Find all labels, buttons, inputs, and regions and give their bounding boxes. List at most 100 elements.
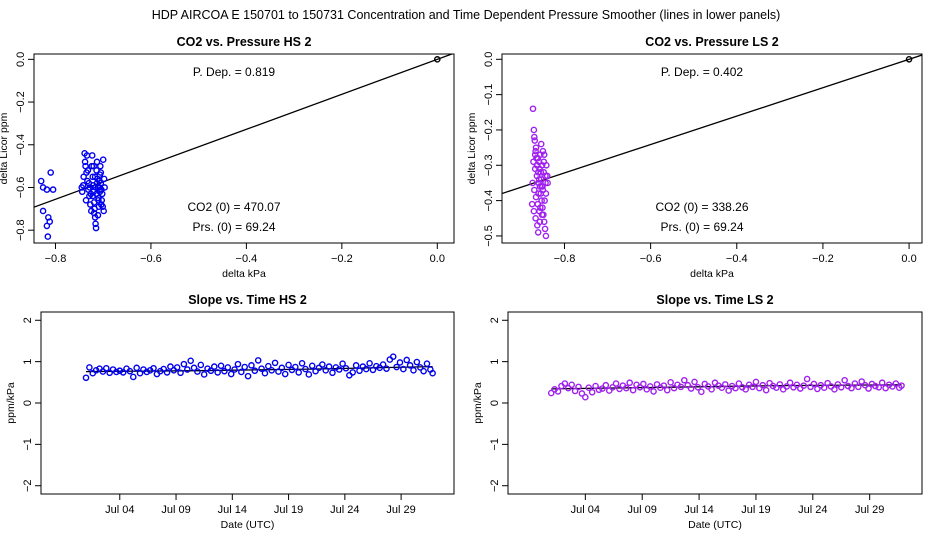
y-tick-label: 0 xyxy=(22,400,34,406)
data-point xyxy=(531,186,538,194)
plot-area xyxy=(547,375,905,401)
y-tick-label: −0.6 xyxy=(15,177,27,199)
y-axis-label: delta Licor ppm xyxy=(0,112,10,184)
data-point xyxy=(234,360,242,368)
data-point xyxy=(622,384,630,392)
data-point xyxy=(224,364,232,371)
data-point xyxy=(163,369,171,376)
data-point xyxy=(670,384,678,392)
data-point xyxy=(190,364,198,372)
data-point xyxy=(298,359,306,367)
data-point xyxy=(814,385,821,393)
data-point xyxy=(322,367,330,374)
data-point xyxy=(831,386,838,393)
data-point xyxy=(732,384,739,392)
data-point xyxy=(698,388,705,396)
data-point xyxy=(295,369,303,376)
data-point xyxy=(848,384,855,392)
data-point xyxy=(773,384,780,391)
x-tick-label: −0.6 xyxy=(640,253,662,265)
data-point xyxy=(538,183,545,190)
y-tick-label: −0.8 xyxy=(15,219,27,241)
data-point xyxy=(97,179,105,187)
x-axis-label: delta kPa xyxy=(690,268,734,280)
data-point xyxy=(268,367,275,374)
data-point xyxy=(379,361,387,368)
data-point xyxy=(571,387,579,395)
data-point xyxy=(43,186,51,193)
data-point xyxy=(339,360,346,368)
origin-point xyxy=(433,56,441,63)
data-point xyxy=(396,359,404,366)
data-point xyxy=(742,386,750,393)
data-point xyxy=(725,387,732,394)
data-point xyxy=(325,363,333,370)
data-point xyxy=(531,137,539,144)
data-point xyxy=(302,365,309,373)
data-point xyxy=(892,380,900,387)
data-point xyxy=(400,365,407,373)
data-point xyxy=(315,364,323,372)
data-point xyxy=(95,196,102,204)
y-tick-label: 1 xyxy=(489,359,501,365)
data-point xyxy=(150,364,157,372)
x-tick-label: Jul 04 xyxy=(571,504,600,516)
data-point xyxy=(278,364,286,372)
data-point xyxy=(82,374,90,382)
data-point xyxy=(389,353,397,360)
data-point xyxy=(592,382,599,390)
data-point xyxy=(708,386,715,393)
data-point xyxy=(626,379,633,387)
data-point xyxy=(238,368,245,376)
data-point xyxy=(528,200,536,208)
data-point xyxy=(865,385,872,392)
data-point xyxy=(629,386,637,394)
panel-ls-pressure: CO2 vs. Pressure LS 2 −0.8 −0.6 −0.4 −0.2 0.0… xyxy=(466,35,923,280)
x-tick-label: Jul 14 xyxy=(684,504,713,516)
data-point xyxy=(530,126,538,134)
data-point xyxy=(420,367,427,375)
data-point xyxy=(403,356,411,364)
data-point xyxy=(837,383,845,391)
data-point xyxy=(609,383,616,391)
figure-suptitle: HDP AIRCOA E 150701 to 150731 Concentrat… xyxy=(152,8,781,22)
data-point xyxy=(861,381,869,389)
data-point xyxy=(578,390,586,397)
data-point xyxy=(43,222,51,230)
x-tick-label: −0.4 xyxy=(236,253,258,265)
data-point xyxy=(762,386,770,394)
y-tick-label: −1 xyxy=(22,438,34,451)
data-point xyxy=(352,362,360,369)
data-point xyxy=(872,382,879,390)
x-tick-label: Jul 29 xyxy=(386,504,415,516)
y-tick-label: 1 xyxy=(22,359,34,365)
plot-area xyxy=(82,353,436,382)
data-point xyxy=(373,362,380,370)
data-point xyxy=(106,369,113,377)
y-tick-label: −0.3 xyxy=(483,154,495,176)
data-point xyxy=(194,368,201,375)
co2-zero-label: CO2 (0) = 338.26 xyxy=(655,200,748,214)
data-point xyxy=(261,369,269,377)
data-point xyxy=(305,371,313,378)
data-point xyxy=(92,220,99,228)
data-point xyxy=(44,233,52,240)
data-point xyxy=(538,211,546,219)
data-point xyxy=(677,383,685,391)
data-point xyxy=(366,359,373,367)
data-point xyxy=(143,368,151,376)
data-point xyxy=(542,232,550,240)
data-point xyxy=(663,386,671,394)
data-point xyxy=(90,162,97,170)
data-point xyxy=(285,361,292,369)
data-point xyxy=(759,381,767,389)
data-point xyxy=(575,383,582,391)
data-point xyxy=(126,367,134,375)
data-point xyxy=(319,361,326,368)
data-point xyxy=(97,162,104,170)
data-point xyxy=(660,382,668,389)
data-point xyxy=(540,151,548,158)
data-point xyxy=(187,357,194,365)
data-point xyxy=(183,366,191,373)
data-point xyxy=(885,381,893,389)
